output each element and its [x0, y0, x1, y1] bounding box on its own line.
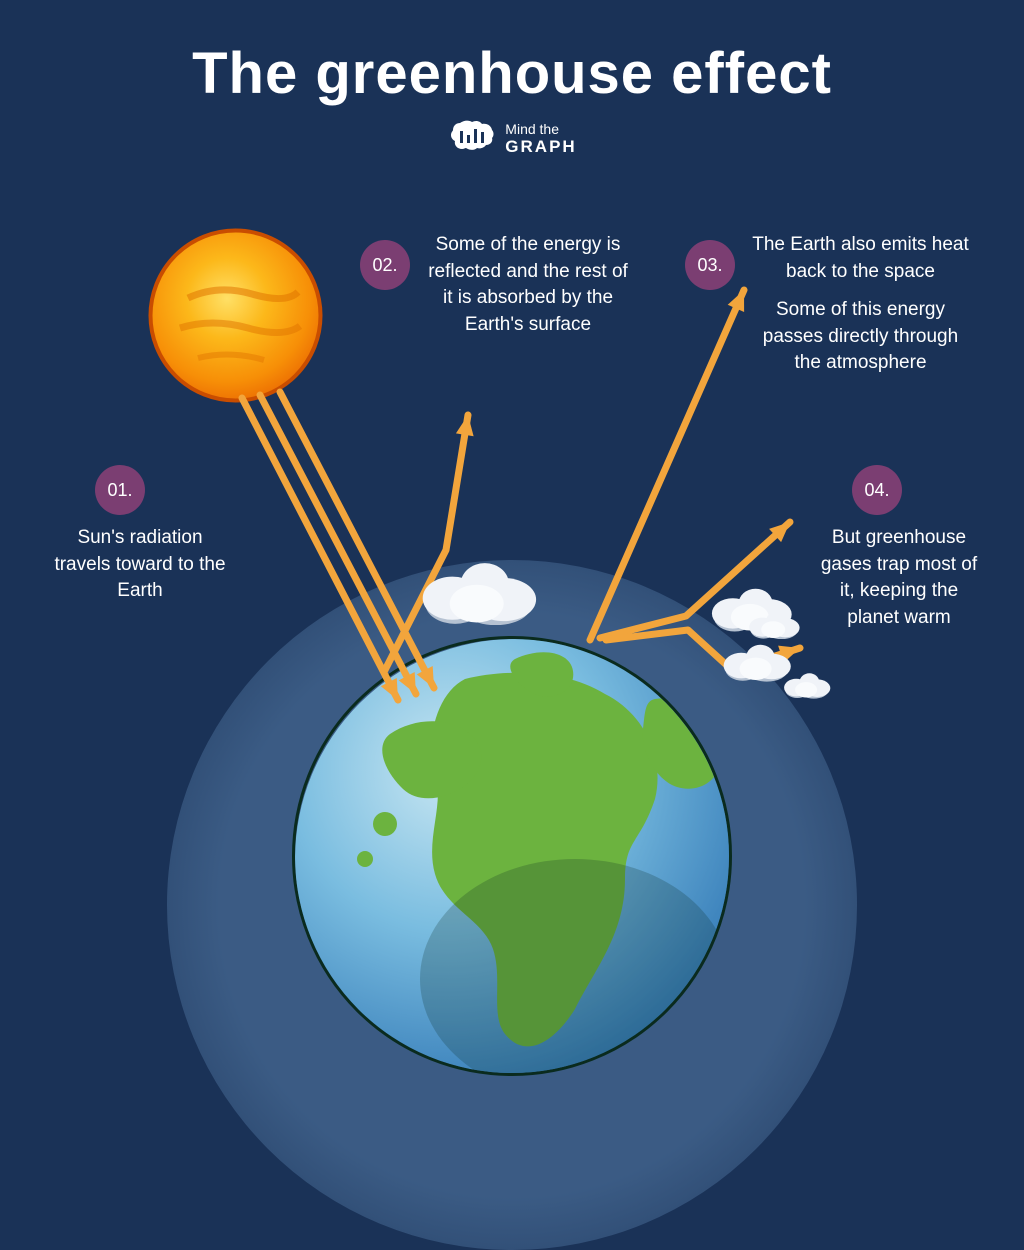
cloud-1	[420, 555, 542, 630]
step-text-2: Some of the energy is reflected and the …	[422, 232, 634, 338]
arrow-head-5	[728, 290, 744, 312]
cloud-3	[748, 608, 802, 644]
logo-line1: Mind the	[505, 122, 576, 137]
earth	[292, 636, 732, 1076]
arrow-head-6	[769, 522, 790, 542]
arrow-head-4	[456, 415, 474, 436]
step-badge-1: 01.	[95, 465, 145, 515]
brain-icon	[447, 119, 495, 160]
sun	[148, 228, 323, 403]
step-badge-3: 03.	[685, 240, 735, 290]
cloud-5	[783, 670, 833, 704]
page-title: The greenhouse effect	[0, 0, 1024, 107]
step-text-1: Sun's radiation travels toward to the Ea…	[50, 525, 230, 605]
step-badge-2: 02.	[360, 240, 410, 290]
logo: Mind the GRAPH	[0, 119, 1024, 160]
logo-text: Mind the GRAPH	[505, 122, 576, 156]
logo-line2: GRAPH	[505, 138, 576, 157]
step-text-3: The Earth also emits heat back to the sp…	[748, 232, 973, 377]
step-text-4: But greenhouse gases trap most of it, ke…	[815, 525, 983, 631]
step-badge-4: 04.	[852, 465, 902, 515]
